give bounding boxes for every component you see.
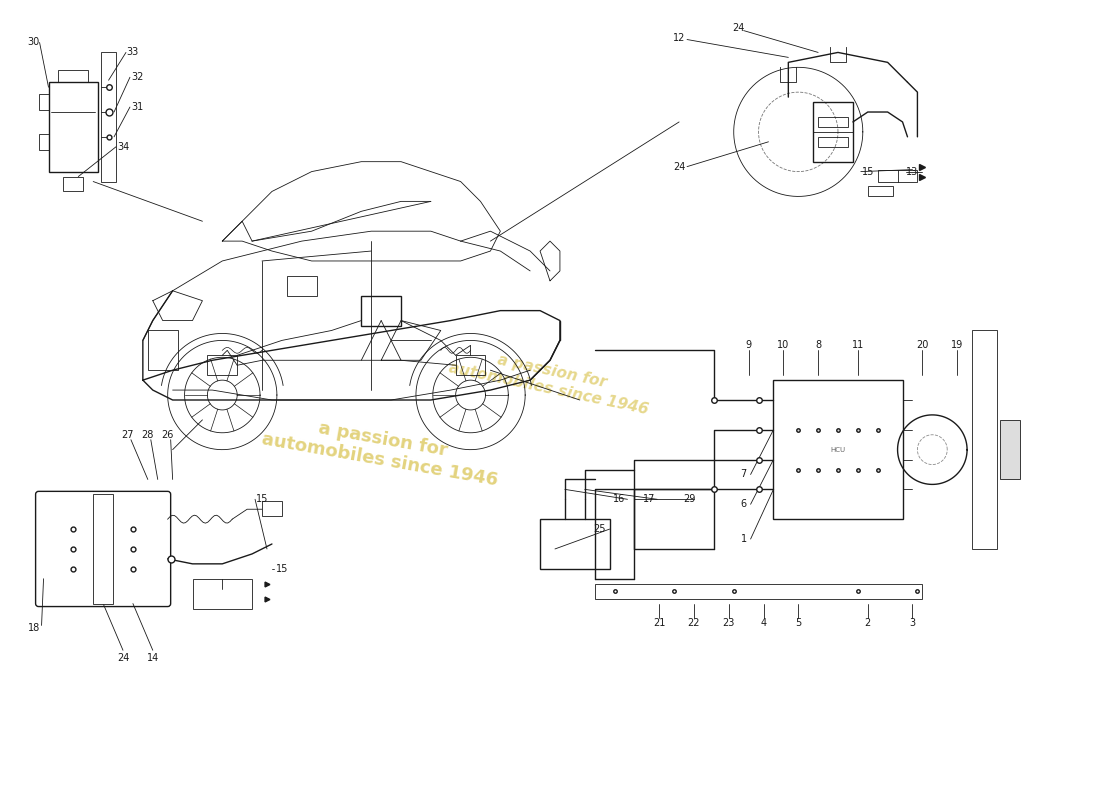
Text: 18: 18 xyxy=(28,623,40,634)
Bar xyxy=(208,355,238,375)
Bar xyxy=(540,519,609,569)
Bar xyxy=(48,82,98,171)
Bar xyxy=(64,177,84,191)
Bar xyxy=(39,94,48,110)
Text: 17: 17 xyxy=(644,494,656,504)
Bar xyxy=(101,53,116,182)
Text: 10: 10 xyxy=(778,340,790,350)
Text: 15: 15 xyxy=(861,166,875,177)
Text: 31: 31 xyxy=(132,102,144,112)
Text: 26: 26 xyxy=(162,430,174,440)
Text: 29: 29 xyxy=(683,494,695,504)
Text: 23: 23 xyxy=(723,618,735,629)
Text: 24: 24 xyxy=(733,22,745,33)
Bar xyxy=(262,502,282,516)
Text: 15: 15 xyxy=(256,494,268,504)
Text: 1: 1 xyxy=(740,534,747,544)
Text: 12: 12 xyxy=(673,33,685,42)
Text: 28: 28 xyxy=(142,430,154,440)
Text: 4: 4 xyxy=(760,618,767,629)
Bar xyxy=(147,330,177,370)
Text: 30: 30 xyxy=(28,38,40,47)
Bar xyxy=(813,102,852,162)
Bar xyxy=(972,330,997,549)
Bar xyxy=(818,117,848,127)
Text: 11: 11 xyxy=(851,340,864,350)
Text: 15: 15 xyxy=(276,564,288,574)
Text: 20: 20 xyxy=(916,340,928,350)
Text: 9: 9 xyxy=(746,340,751,350)
Text: 22: 22 xyxy=(688,618,701,629)
Text: 13: 13 xyxy=(906,166,918,177)
Text: a passion for
automobiles since 1946: a passion for automobiles since 1946 xyxy=(447,343,653,417)
Bar xyxy=(455,355,485,375)
Bar xyxy=(287,276,317,296)
Bar xyxy=(818,137,848,146)
Bar xyxy=(878,170,917,182)
Text: 5: 5 xyxy=(795,618,802,629)
Bar xyxy=(94,494,113,603)
Text: 2: 2 xyxy=(865,618,871,629)
Text: 32: 32 xyxy=(132,72,144,82)
Text: 16: 16 xyxy=(614,494,626,504)
Text: 6: 6 xyxy=(740,499,747,510)
Bar xyxy=(1000,420,1020,479)
Bar xyxy=(192,578,252,609)
Bar xyxy=(868,186,892,197)
Text: 8: 8 xyxy=(815,340,822,350)
Text: 25: 25 xyxy=(593,524,606,534)
Text: a passion for
automobiles since 1946: a passion for automobiles since 1946 xyxy=(260,410,503,490)
Text: 3: 3 xyxy=(910,618,915,629)
Text: 33: 33 xyxy=(126,47,139,58)
Bar xyxy=(39,134,48,150)
Bar xyxy=(773,380,902,519)
Text: 24: 24 xyxy=(117,653,129,663)
Text: 24: 24 xyxy=(673,162,685,172)
Text: 27: 27 xyxy=(122,430,134,440)
Bar xyxy=(361,296,402,326)
Text: 21: 21 xyxy=(653,618,666,629)
Text: 14: 14 xyxy=(146,653,158,663)
Bar xyxy=(58,70,88,82)
Bar xyxy=(595,584,923,598)
Text: HCU: HCU xyxy=(830,446,846,453)
Text: 34: 34 xyxy=(117,142,129,152)
Text: 7: 7 xyxy=(740,470,747,479)
Text: 19: 19 xyxy=(952,340,964,350)
